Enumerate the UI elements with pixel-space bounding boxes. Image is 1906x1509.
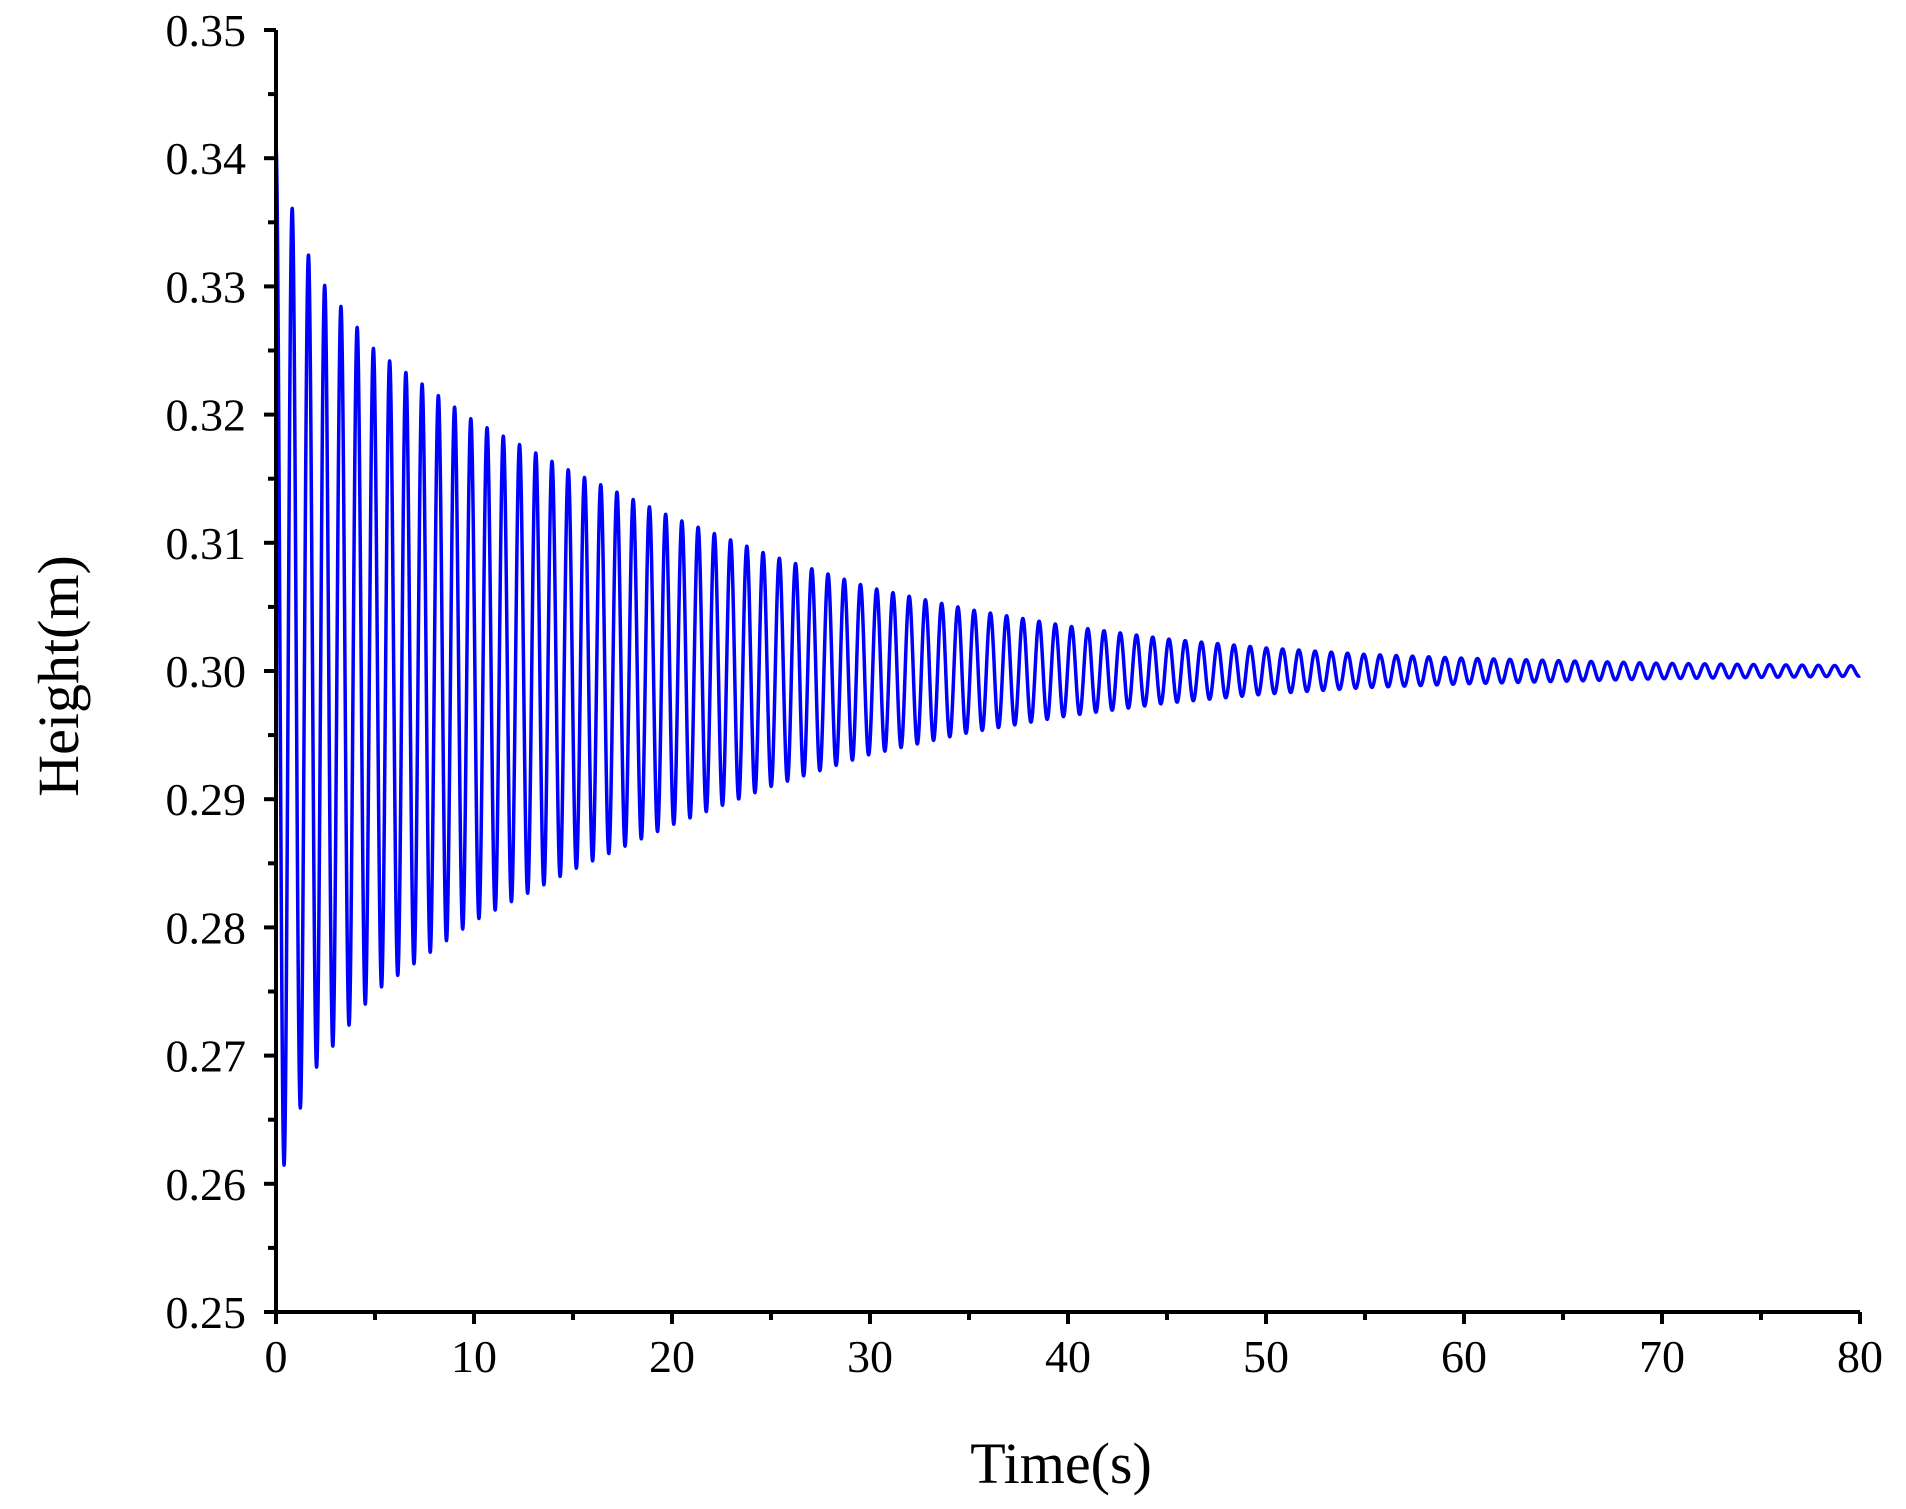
- y-tick-label: 0.34: [166, 133, 247, 184]
- y-axis-ticks: 0.25 0.26 0.27 0.28 0.29 0.30 0.31 0.32 0.33 0.34…: [166, 5, 276, 1338]
- y-tick-label: 0.31: [166, 518, 247, 569]
- y-tick-label: 0.35: [166, 5, 247, 56]
- x-tick-label: 50: [1243, 1331, 1289, 1382]
- y-tick-label: 0.25: [166, 1287, 247, 1338]
- y-tick-label: 0.33: [166, 261, 247, 312]
- x-tick-label: 60: [1441, 1331, 1487, 1382]
- x-axis-title: Time(s): [970, 1431, 1152, 1496]
- x-tick-label: 30: [847, 1331, 893, 1382]
- x-tick-label: 80: [1837, 1331, 1883, 1382]
- plot-area: [274, 145, 1862, 1167]
- x-tick-label: 0: [265, 1331, 288, 1382]
- y-tick-label: 0.26: [166, 1159, 247, 1210]
- x-tick-label: 10: [451, 1331, 497, 1382]
- y-tick-label: 0.32: [166, 390, 247, 441]
- x-axis-ticks: 0 10 20 30 40 50 60 70 80: [265, 1312, 1883, 1382]
- y-tick-label: 0.29: [166, 774, 247, 825]
- y-axis-title: Height(m): [26, 555, 91, 797]
- y-tick-label: 0.30: [166, 646, 247, 697]
- y-tick-label: 0.28: [166, 902, 247, 953]
- x-tick-label: 70: [1639, 1331, 1685, 1382]
- series-line: [274, 145, 1862, 1167]
- y-tick-label: 0.27: [166, 1031, 247, 1082]
- x-tick-label: 20: [649, 1331, 695, 1382]
- x-tick-label: 40: [1045, 1331, 1091, 1382]
